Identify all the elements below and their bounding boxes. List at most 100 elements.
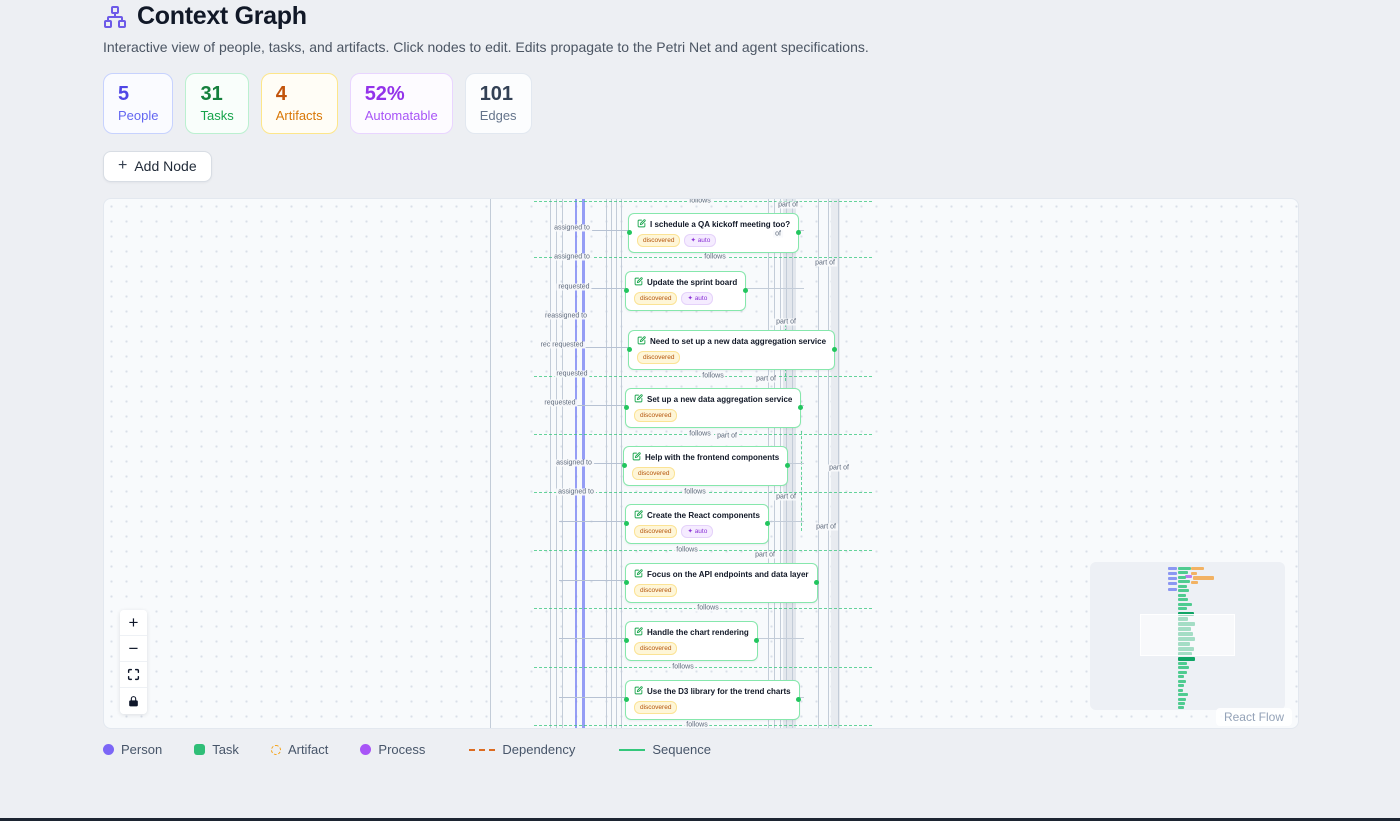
lock-toggle-button[interactable] — [120, 688, 147, 714]
badge-discovered: discovered — [634, 584, 678, 597]
person-swatch-icon — [103, 744, 114, 755]
task-node[interactable]: Handle the chart rendering discovered — [623, 621, 760, 661]
process-swatch-icon — [360, 744, 372, 755]
sequence-edge-line — [801, 431, 802, 531]
add-node-button[interactable]: + Add Node — [103, 151, 212, 182]
minimap-node-bar — [1178, 603, 1192, 606]
relation-edge-line — [559, 638, 625, 639]
minimap-node-bar — [1178, 702, 1185, 705]
stat-value: 5 — [118, 83, 130, 105]
task-node-badges: discovered — [634, 409, 792, 422]
minimap-node-bar — [1178, 675, 1184, 678]
relation-edge-line — [559, 288, 625, 289]
plus-icon: + — [118, 157, 128, 174]
edge-label: reassigned to — [542, 312, 590, 320]
task-node[interactable]: Update the sprint board discovered ✦ auto — [623, 271, 748, 311]
task-node-badges: discovered ✦ auto — [634, 525, 760, 538]
legend-item-sequence: Sequence — [619, 742, 711, 757]
legend-label: Process — [378, 742, 426, 757]
task-node-title-text: Need to set up a new data aggregation se… — [650, 337, 827, 346]
page-title: Context Graph — [137, 2, 307, 30]
task-node-title: Set up a new data aggregation service — [634, 394, 792, 405]
edge-label: follows — [687, 198, 713, 205]
badge-discovered: discovered — [632, 467, 676, 480]
edge-label: assigned to — [554, 459, 594, 467]
edge-bundle-band — [831, 199, 840, 728]
square-pen-icon — [634, 569, 643, 580]
minimap-node-bar — [1178, 684, 1184, 687]
task-swatch-icon — [194, 744, 206, 755]
legend-item-dependency: Dependency — [469, 742, 575, 757]
edge-label: assigned to — [556, 488, 596, 496]
task-node[interactable]: Use the D3 library for the trend charts d… — [623, 680, 801, 720]
square-pen-icon — [634, 277, 643, 288]
minimap-node-bar — [1168, 588, 1177, 591]
minimap-viewport[interactable] — [1140, 614, 1235, 656]
fit-view-button[interactable] — [120, 662, 147, 688]
zoom-out-button[interactable]: − — [120, 636, 147, 662]
minimap-node-bar — [1185, 575, 1192, 578]
edge-label: part of — [776, 201, 800, 209]
stats-row: 5 People 31 Tasks 4 Artifacts 52% Automatable 10… — [103, 73, 1297, 134]
minimap-node-bar — [1191, 581, 1198, 584]
graph-canvas[interactable]: I schedule a QA kickoff meeting too? disc… — [103, 198, 1299, 729]
edge-label: part of — [814, 523, 838, 531]
relation-edge-line — [788, 463, 804, 464]
square-pen-icon — [637, 219, 646, 230]
task-node-title-text: I schedule a QA kickoff meeting too? — [650, 220, 791, 229]
add-node-label: Add Node — [134, 158, 197, 174]
task-node[interactable]: Help with the frontend components discove… — [621, 446, 790, 486]
legend-label: Sequence — [652, 742, 711, 757]
stat-value: 31 — [200, 83, 223, 105]
minimap-node-bar — [1178, 693, 1188, 696]
minimap-node-bar — [1178, 589, 1189, 592]
task-node-title-text: Focus on the API endpoints and data laye… — [647, 570, 809, 579]
task-node[interactable]: I schedule a QA kickoff meeting too? disc… — [626, 213, 801, 253]
square-pen-icon — [634, 394, 643, 405]
workflow-icon — [103, 5, 127, 29]
task-node-badges: discovered ✦ auto — [637, 234, 790, 247]
task-node[interactable]: Need to set up a new data aggregation se… — [626, 330, 837, 370]
lock-icon — [129, 695, 138, 706]
legend-item-task: Task — [194, 742, 239, 757]
stat-card-artifacts: 4 Artifacts — [260, 73, 338, 134]
minus-icon: − — [128, 638, 139, 658]
badge-discovered: discovered — [637, 234, 681, 247]
relation-edge-line — [800, 697, 804, 698]
page-subtitle: Interactive view of people, tasks, and a… — [103, 39, 869, 55]
stat-value: 4 — [275, 83, 287, 105]
badge-discovered: discovered — [634, 525, 678, 538]
task-node[interactable]: Focus on the API endpoints and data laye… — [623, 563, 819, 603]
minimap-node-bar — [1178, 698, 1186, 701]
task-node-title: Update the sprint board — [634, 277, 737, 288]
minimap-node-bar — [1178, 580, 1190, 583]
badge-discovered: discovered — [637, 351, 681, 364]
edge-label: follows — [670, 663, 696, 671]
zoom-in-button[interactable]: + — [120, 610, 147, 636]
stat-value: 101 — [479, 83, 514, 105]
task-node[interactable]: Set up a new data aggregation service dis… — [623, 388, 804, 428]
task-node-title-text: Use the D3 library for the trend charts — [647, 687, 791, 696]
edge-label: follows — [700, 372, 726, 380]
relation-edge-line — [746, 288, 804, 289]
task-node[interactable]: Create the React components discovered ✦ a… — [623, 504, 771, 544]
edge-line — [838, 199, 839, 728]
reactflow-attribution: React Flow — [1215, 708, 1292, 726]
minimap-node-bar — [1178, 576, 1186, 579]
edge-label: part of — [754, 375, 778, 383]
legend-label: Person — [121, 742, 163, 757]
edge-label: part of — [813, 259, 837, 267]
minimap-node-bar — [1178, 706, 1184, 709]
edge-label: part of — [753, 551, 777, 559]
relation-edge-line — [559, 405, 625, 406]
edge-line — [490, 199, 491, 728]
task-node-title: Help with the frontend components — [632, 452, 779, 463]
task-node-title: Need to set up a new data aggregation se… — [637, 336, 826, 347]
minimap-node-bar — [1178, 662, 1187, 665]
stat-card-people: 5 People — [103, 73, 174, 134]
minimap-node-bar — [1178, 671, 1187, 674]
minimap[interactable] — [1090, 562, 1285, 710]
edge-label: assigned to — [552, 253, 592, 261]
task-node-title-text: Update the sprint board — [647, 278, 738, 287]
